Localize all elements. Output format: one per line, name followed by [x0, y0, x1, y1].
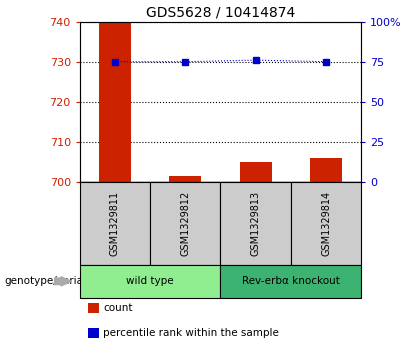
- Text: GSM1329811: GSM1329811: [110, 191, 120, 256]
- Text: count: count: [103, 303, 132, 313]
- Text: GSM1329813: GSM1329813: [251, 191, 261, 256]
- Text: Rev-erbα knockout: Rev-erbα knockout: [242, 276, 340, 286]
- Text: percentile rank within the sample: percentile rank within the sample: [103, 328, 279, 338]
- Bar: [240, 162, 271, 182]
- Text: GSM1329812: GSM1329812: [180, 191, 190, 256]
- Text: genotype/variation: genotype/variation: [4, 276, 103, 286]
- Title: GDS5628 / 10414874: GDS5628 / 10414874: [146, 5, 295, 19]
- Bar: [170, 176, 201, 182]
- Bar: [99, 22, 131, 182]
- Bar: [310, 158, 342, 182]
- Text: GSM1329814: GSM1329814: [321, 191, 331, 256]
- Text: wild type: wild type: [126, 276, 174, 286]
